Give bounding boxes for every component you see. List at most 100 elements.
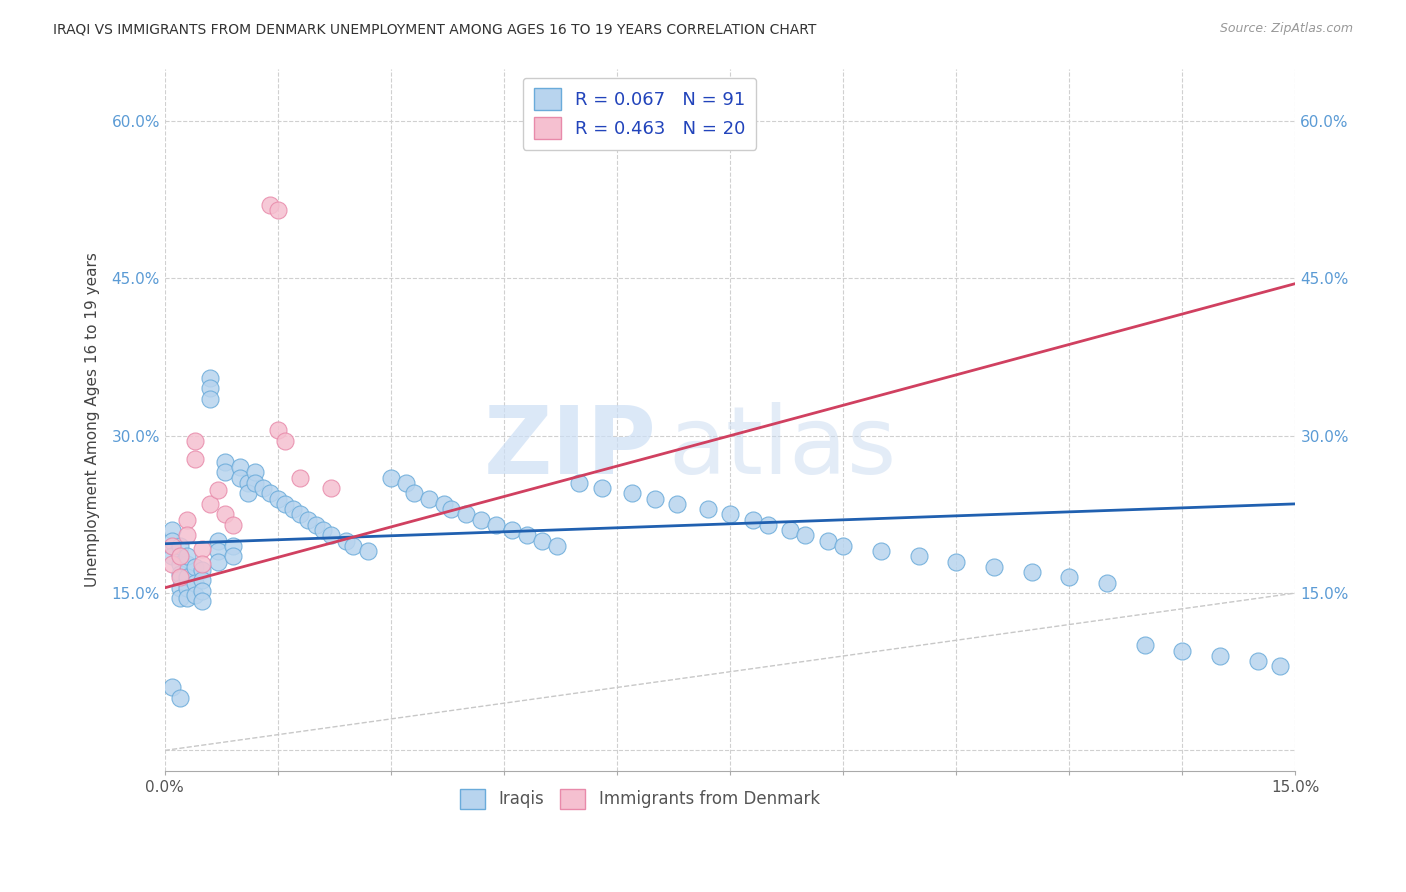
Point bbox=[274, 434, 297, 448]
Point bbox=[169, 539, 191, 553]
Point bbox=[621, 486, 644, 500]
Point bbox=[380, 470, 402, 484]
Point bbox=[290, 508, 312, 522]
Point bbox=[1095, 575, 1118, 590]
Text: IRAQI VS IMMIGRANTS FROM DENMARK UNEMPLOYMENT AMONG AGES 16 TO 19 YEARS CORRELAT: IRAQI VS IMMIGRANTS FROM DENMARK UNEMPLO… bbox=[53, 22, 817, 37]
Point bbox=[236, 475, 259, 490]
Point bbox=[274, 497, 297, 511]
Point bbox=[162, 681, 184, 695]
Point bbox=[756, 517, 779, 532]
Point bbox=[342, 539, 364, 553]
Point bbox=[259, 198, 281, 212]
Point bbox=[176, 549, 198, 564]
Point bbox=[169, 549, 191, 564]
Point bbox=[304, 517, 326, 532]
Point bbox=[221, 549, 243, 564]
Point bbox=[207, 544, 229, 558]
Point bbox=[1270, 659, 1292, 673]
Point bbox=[245, 466, 267, 480]
Point bbox=[485, 517, 508, 532]
Point bbox=[176, 591, 198, 606]
Point bbox=[184, 588, 207, 602]
Point bbox=[718, 508, 741, 522]
Point bbox=[191, 583, 214, 598]
Point bbox=[319, 528, 342, 542]
Point bbox=[169, 549, 191, 564]
Point bbox=[176, 570, 198, 584]
Point bbox=[162, 557, 184, 571]
Point bbox=[229, 460, 252, 475]
Point bbox=[184, 451, 207, 466]
Point bbox=[267, 491, 290, 506]
Point bbox=[779, 523, 801, 537]
Point bbox=[1171, 644, 1194, 658]
Point bbox=[169, 591, 191, 606]
Point bbox=[176, 581, 198, 595]
Point bbox=[357, 544, 380, 558]
Point bbox=[198, 382, 221, 396]
Point bbox=[169, 690, 191, 705]
Point bbox=[945, 555, 967, 569]
Point bbox=[191, 541, 214, 556]
Point bbox=[176, 557, 198, 571]
Point bbox=[1247, 654, 1270, 668]
Point bbox=[162, 523, 184, 537]
Point bbox=[530, 533, 553, 548]
Point bbox=[433, 497, 456, 511]
Point bbox=[191, 594, 214, 608]
Point bbox=[184, 434, 207, 448]
Point bbox=[402, 486, 425, 500]
Point bbox=[267, 203, 290, 218]
Point bbox=[176, 528, 198, 542]
Point bbox=[162, 533, 184, 548]
Point bbox=[176, 513, 198, 527]
Point bbox=[198, 371, 221, 385]
Point bbox=[169, 567, 191, 582]
Point bbox=[516, 528, 538, 542]
Point bbox=[191, 563, 214, 577]
Point bbox=[252, 481, 274, 495]
Point bbox=[221, 517, 243, 532]
Point bbox=[418, 491, 440, 506]
Point bbox=[229, 470, 252, 484]
Point bbox=[1021, 565, 1043, 579]
Point bbox=[290, 470, 312, 484]
Point bbox=[191, 557, 214, 571]
Point bbox=[198, 392, 221, 406]
Point bbox=[198, 497, 221, 511]
Point bbox=[207, 555, 229, 569]
Point bbox=[162, 549, 184, 564]
Point bbox=[245, 475, 267, 490]
Y-axis label: Unemployment Among Ages 16 to 19 years: Unemployment Among Ages 16 to 19 years bbox=[86, 252, 100, 588]
Point bbox=[817, 533, 839, 548]
Text: ZIP: ZIP bbox=[484, 402, 657, 494]
Point bbox=[440, 502, 463, 516]
Point bbox=[666, 497, 689, 511]
Point bbox=[832, 539, 855, 553]
Text: Source: ZipAtlas.com: Source: ZipAtlas.com bbox=[1219, 22, 1353, 36]
Point bbox=[267, 424, 290, 438]
Point bbox=[644, 491, 666, 506]
Point bbox=[1133, 639, 1156, 653]
Point bbox=[207, 533, 229, 548]
Point bbox=[297, 513, 319, 527]
Point bbox=[319, 481, 342, 495]
Point bbox=[568, 475, 591, 490]
Point bbox=[184, 559, 207, 574]
Point bbox=[214, 466, 236, 480]
Point bbox=[162, 539, 184, 553]
Point bbox=[191, 574, 214, 588]
Point bbox=[169, 581, 191, 595]
Point bbox=[184, 575, 207, 590]
Point bbox=[1059, 570, 1081, 584]
Point bbox=[207, 483, 229, 498]
Text: atlas: atlas bbox=[668, 402, 896, 494]
Point bbox=[794, 528, 817, 542]
Point bbox=[741, 513, 763, 527]
Point bbox=[169, 570, 191, 584]
Point bbox=[169, 557, 191, 571]
Point bbox=[907, 549, 929, 564]
Point bbox=[591, 481, 613, 495]
Point bbox=[456, 508, 478, 522]
Point bbox=[983, 559, 1005, 574]
